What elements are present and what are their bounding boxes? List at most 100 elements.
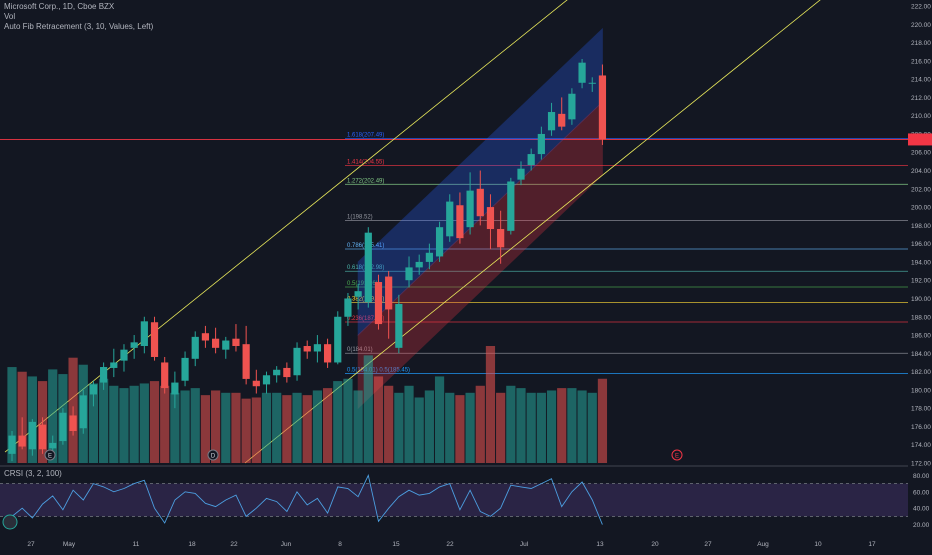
candle-body xyxy=(150,322,159,357)
event-marker xyxy=(44,449,56,461)
candle-body xyxy=(38,424,47,450)
candle-body xyxy=(527,154,535,166)
candle-body xyxy=(425,252,433,262)
candle-body xyxy=(293,347,301,376)
candle-body xyxy=(344,298,352,317)
candle-body xyxy=(446,201,454,237)
candle-body xyxy=(59,412,67,442)
candle-body xyxy=(323,344,332,363)
volume-bar xyxy=(99,378,109,463)
candle-body xyxy=(476,188,484,217)
price-tick: 218.00 xyxy=(911,40,931,47)
volume-bar xyxy=(516,388,526,463)
volume-bar xyxy=(241,398,251,463)
volume-bar xyxy=(445,392,455,463)
volume-bar xyxy=(129,385,139,463)
time-tick: 11 xyxy=(133,541,140,548)
price-tick: 200.00 xyxy=(911,205,931,212)
volume-bar xyxy=(353,390,363,463)
price-tick: 180.00 xyxy=(911,387,931,394)
candle-body xyxy=(547,112,556,131)
candle-body xyxy=(252,380,260,387)
price-tick: 204.00 xyxy=(911,168,931,175)
candle-body xyxy=(100,367,108,383)
price-tick: 212.00 xyxy=(911,95,931,102)
volume-bar xyxy=(363,355,373,463)
candle-body xyxy=(588,82,596,84)
fib-level-label: 0.5(191.26) xyxy=(347,281,378,287)
price-tick: 186.00 xyxy=(911,333,931,340)
volume-bar xyxy=(180,390,190,463)
candle-body xyxy=(364,232,372,303)
volume-bar xyxy=(221,392,231,463)
candle-body xyxy=(313,344,321,352)
time-tick: 22 xyxy=(230,541,238,548)
price-tick: 176.00 xyxy=(911,424,931,431)
candle-body xyxy=(283,367,291,378)
fib-level-label: 0.5(184.01) 0.5(185.45) xyxy=(347,367,410,373)
time-tick: May xyxy=(63,541,76,548)
time-tick: 20 xyxy=(651,541,659,548)
candle-body xyxy=(598,75,607,140)
fib-indicator-label: Auto Fib Retracement (3, 10, Values, Lef… xyxy=(4,22,154,31)
candle-body xyxy=(273,369,281,376)
event-marker xyxy=(671,449,683,461)
candle-body xyxy=(415,261,423,268)
time-tick: 17 xyxy=(868,541,876,548)
candle-body xyxy=(49,442,57,449)
price-tick: 222.00 xyxy=(911,4,931,11)
candle-body xyxy=(405,267,413,281)
crsi-line xyxy=(11,474,603,525)
candle-body xyxy=(28,421,36,450)
volume-bar xyxy=(88,383,99,463)
volume-bar xyxy=(251,397,261,463)
volume-bar xyxy=(322,388,333,463)
fib-legend[interactable]: Auto Fib Retracement (3, 10, Values, Lef… xyxy=(4,22,153,31)
volume-bar xyxy=(557,388,567,463)
candle-body xyxy=(374,282,383,325)
volume-bar xyxy=(526,392,536,463)
event-marker xyxy=(207,449,219,461)
axes: 222.00 220.00 218.00 216.00 214.00 212.00 210.… xyxy=(27,0,932,550)
fib-level-label: 1.618(207.49) xyxy=(347,133,384,139)
candle-body xyxy=(201,333,210,341)
crsi-legend[interactable]: CRSI (3, 2, 100) xyxy=(4,469,62,478)
volume-bar xyxy=(160,385,170,463)
candle-body xyxy=(262,375,271,385)
candle-body xyxy=(435,227,444,257)
time-tick: 22 xyxy=(446,541,454,548)
volume-label: Vol xyxy=(4,12,16,21)
time-tick: 27 xyxy=(704,541,712,548)
candle-body xyxy=(568,93,576,120)
candle-body xyxy=(8,435,16,454)
candle-body xyxy=(242,344,250,379)
candle-body xyxy=(191,336,199,359)
symbol-legend[interactable]: Microsoft Corp., 1D, Cboe BZX xyxy=(4,2,114,11)
candle-body xyxy=(497,229,505,248)
volume-bar xyxy=(434,376,445,463)
volume-bar xyxy=(292,392,302,463)
time-tick: 8 xyxy=(338,541,342,548)
volume-bar xyxy=(7,367,17,463)
volume-bar xyxy=(343,378,353,463)
candle-body xyxy=(395,303,403,348)
volume-legend[interactable]: Vol xyxy=(4,12,15,21)
candle-body xyxy=(161,362,169,389)
volume-bar xyxy=(302,395,312,463)
price-tick: 188.00 xyxy=(911,314,931,321)
candle-body xyxy=(89,384,98,395)
volume-bar xyxy=(414,397,424,463)
price-tick: 184.00 xyxy=(911,351,931,358)
volume-bar xyxy=(333,381,343,463)
time-tick: 27 xyxy=(27,541,35,548)
candle-body xyxy=(507,181,515,231)
candle-body xyxy=(69,415,77,432)
candle-body xyxy=(334,316,342,363)
volume-bar xyxy=(536,392,546,463)
candle-body xyxy=(517,168,525,180)
price-tick: 196.00 xyxy=(911,241,931,248)
price-tick: 178.00 xyxy=(911,406,931,413)
candle-body xyxy=(558,113,566,127)
